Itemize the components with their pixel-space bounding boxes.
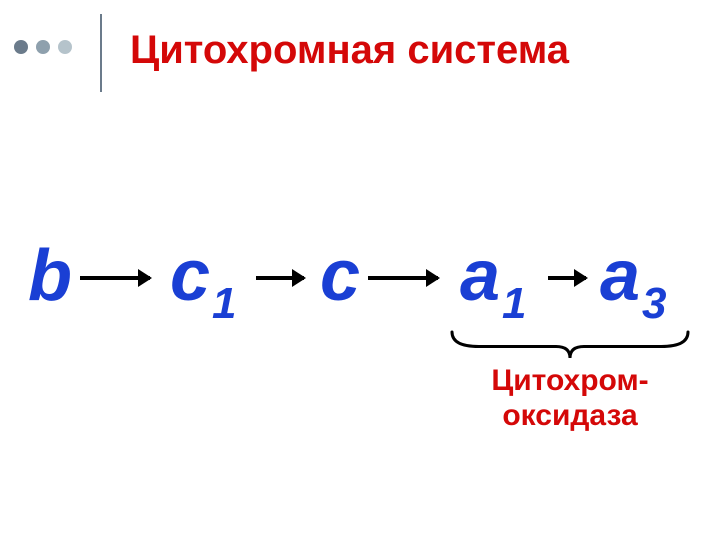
curly-brace-icon xyxy=(450,330,690,360)
arrow-head-icon xyxy=(426,269,440,287)
arrow-1 xyxy=(80,276,150,280)
cytochrome-subscript: 3 xyxy=(642,279,666,328)
dot-1 xyxy=(14,40,28,54)
brace-label: Цитохром-оксидаза xyxy=(450,364,690,433)
arrow-head-icon xyxy=(292,269,306,287)
cytochrome-c1: c1 xyxy=(170,240,237,312)
cytochrome-subscript: 1 xyxy=(212,279,236,328)
arrow-head-icon xyxy=(574,269,588,287)
header: Цитохромная система xyxy=(0,18,720,88)
cytochrome-subscript: 1 xyxy=(502,279,526,328)
cytochrome-base: b xyxy=(28,236,72,316)
header-divider xyxy=(100,14,102,92)
header-dots xyxy=(14,40,72,54)
cytochrome-base: c xyxy=(320,236,360,316)
cytochrome-c: c xyxy=(320,240,360,312)
dot-2 xyxy=(36,40,50,54)
dot-3 xyxy=(58,40,72,54)
arrow-3 xyxy=(368,276,438,280)
brace-group xyxy=(450,330,690,360)
slide: Цитохромная система bc1ca1a3 Цитохром-ок… xyxy=(0,0,720,540)
cytochrome-b: b xyxy=(28,240,72,312)
cytochrome-base: a xyxy=(460,236,500,316)
page-title: Цитохромная система xyxy=(130,28,569,73)
cytochrome-a3: a3 xyxy=(600,240,667,312)
arrow-4 xyxy=(548,276,586,280)
arrow-head-icon xyxy=(138,269,152,287)
cytochrome-base: a xyxy=(600,236,640,316)
arrow-2 xyxy=(256,276,304,280)
cytochrome-a1: a1 xyxy=(460,240,527,312)
cytochrome-base: c xyxy=(170,236,210,316)
brace-label-line2: оксидаза xyxy=(450,399,690,434)
brace-label-line1: Цитохром- xyxy=(450,364,690,399)
